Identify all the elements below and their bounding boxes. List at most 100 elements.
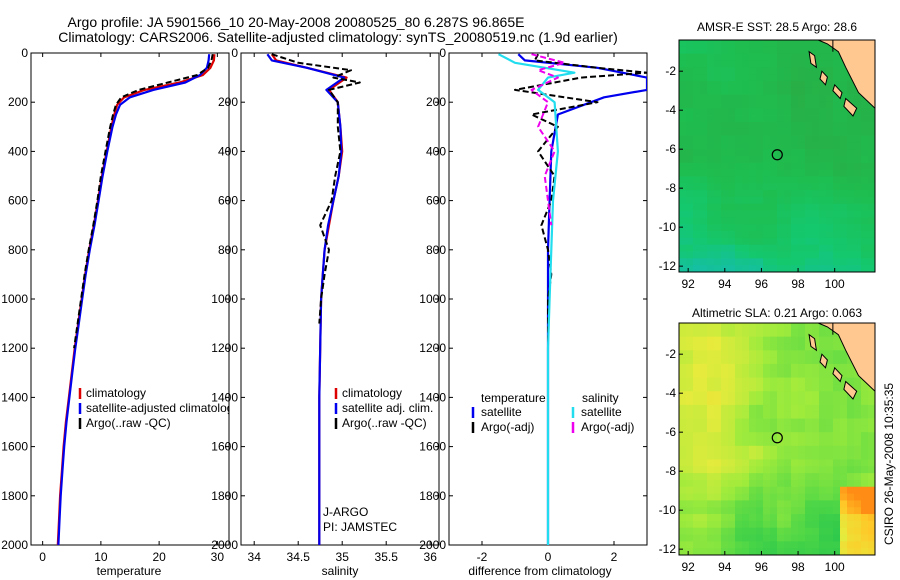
heatmap-cell [805,258,813,266]
heatmap-cell [686,149,694,157]
heatmap-cell [714,486,722,494]
heatmap-cell [693,527,701,535]
heatmap-cell [735,46,743,55]
heatmap-cell [833,224,841,232]
heatmap-cell [805,343,813,351]
heatmap-cell [833,60,841,68]
heatmap-cell [833,142,841,150]
heatmap-cell [756,323,764,331]
heatmap-cell [861,224,869,232]
x-tick-label: 96 [755,277,769,291]
heatmap-cell [749,94,757,102]
heatmap-cell [791,343,799,351]
heatmap-cell [784,108,792,116]
heatmap-cell [812,244,820,252]
heatmap-cell [819,108,827,116]
heatmap-cell [742,115,750,123]
heatmap-cell [735,411,743,419]
heatmap-cell [714,398,722,406]
heatmap-cell [756,398,764,406]
heatmap-cell [735,514,743,522]
heatmap-cell [728,251,736,259]
heatmap-cell [721,162,729,171]
heatmap-cell [791,486,799,494]
heatmap-cell [763,162,771,171]
heatmap-cell [847,479,855,488]
heatmap-cell [693,398,701,406]
heatmap-cell [861,237,869,246]
heatmap-cell [749,493,757,501]
heatmap-cell [847,527,855,535]
heatmap-cell [763,203,771,211]
heatmap-cell [826,87,834,95]
heatmap-cell [714,224,722,232]
heatmap-cell [819,452,827,460]
heatmap-cell [770,432,778,440]
heatmap-cell [721,115,729,123]
heatmap-cell [819,507,827,515]
heatmap-cell [777,527,785,535]
heatmap-cell [819,251,827,259]
heatmap-cell [756,507,764,515]
heatmap-cell [826,439,834,447]
heatmap-cell [749,156,757,164]
heatmap-cell [798,101,806,109]
heatmap-cell [861,135,869,143]
heatmap-cell [805,398,813,406]
y-tick-label: 800 [218,243,238,257]
heatmap-cell [728,217,736,225]
heatmap-cell [812,391,820,399]
heatmap-cell [861,548,869,556]
heatmap-cell [763,377,771,385]
heatmap-cell [742,40,750,48]
heatmap-cell [784,94,792,102]
heatmap-cell [861,149,869,157]
heatmap-cell [805,244,813,252]
heatmap-cell [770,459,778,467]
heatmap-cell [686,425,694,433]
heatmap-cell [861,425,869,433]
heatmap-cell [840,108,848,116]
heatmap-cell [756,231,764,239]
heatmap-cell [798,237,806,246]
heatmap-cell [700,486,708,494]
heatmap-cell [861,398,869,406]
heatmap-cell [826,251,834,259]
heatmap-cell [784,432,792,440]
heatmap-cell [686,210,694,218]
heatmap-cell [777,183,785,191]
heatmap-cell [742,53,750,61]
heatmap-cell [700,493,708,501]
heatmap-cell [728,404,736,413]
heatmap-cell [735,486,743,494]
heatmap-cell [826,121,834,130]
heatmap-cell [749,507,757,515]
heatmap-cell [707,432,715,440]
heatmap-cell [742,323,750,331]
heatmap-cell [826,183,834,191]
y-tick-label: -2 [665,347,676,361]
heatmap-cell [700,265,708,273]
heatmap-cell [840,156,848,164]
heatmap-cell [763,425,771,433]
heatmap-cell [686,258,694,266]
heatmap-cell [721,527,729,535]
heatmap-cell [707,60,715,68]
heatmap-cell [749,357,757,365]
heatmap-cell [707,541,715,549]
land-island [832,83,843,100]
heatmap-cell [693,183,701,191]
heatmap-cell [686,520,694,529]
heatmap-cell [679,128,687,136]
heatmap-cell [791,203,799,211]
heatmap-cell [700,169,708,177]
heatmap-cell [791,40,799,48]
heatmap-cell [819,500,827,508]
heatmap-cell [840,251,848,259]
heatmap-cell [805,479,813,488]
heatmap-cell [861,473,869,481]
heatmap-cell [693,411,701,419]
heatmap-cell [861,486,869,494]
heatmap-cell [770,128,778,136]
heatmap-cell [784,452,792,460]
